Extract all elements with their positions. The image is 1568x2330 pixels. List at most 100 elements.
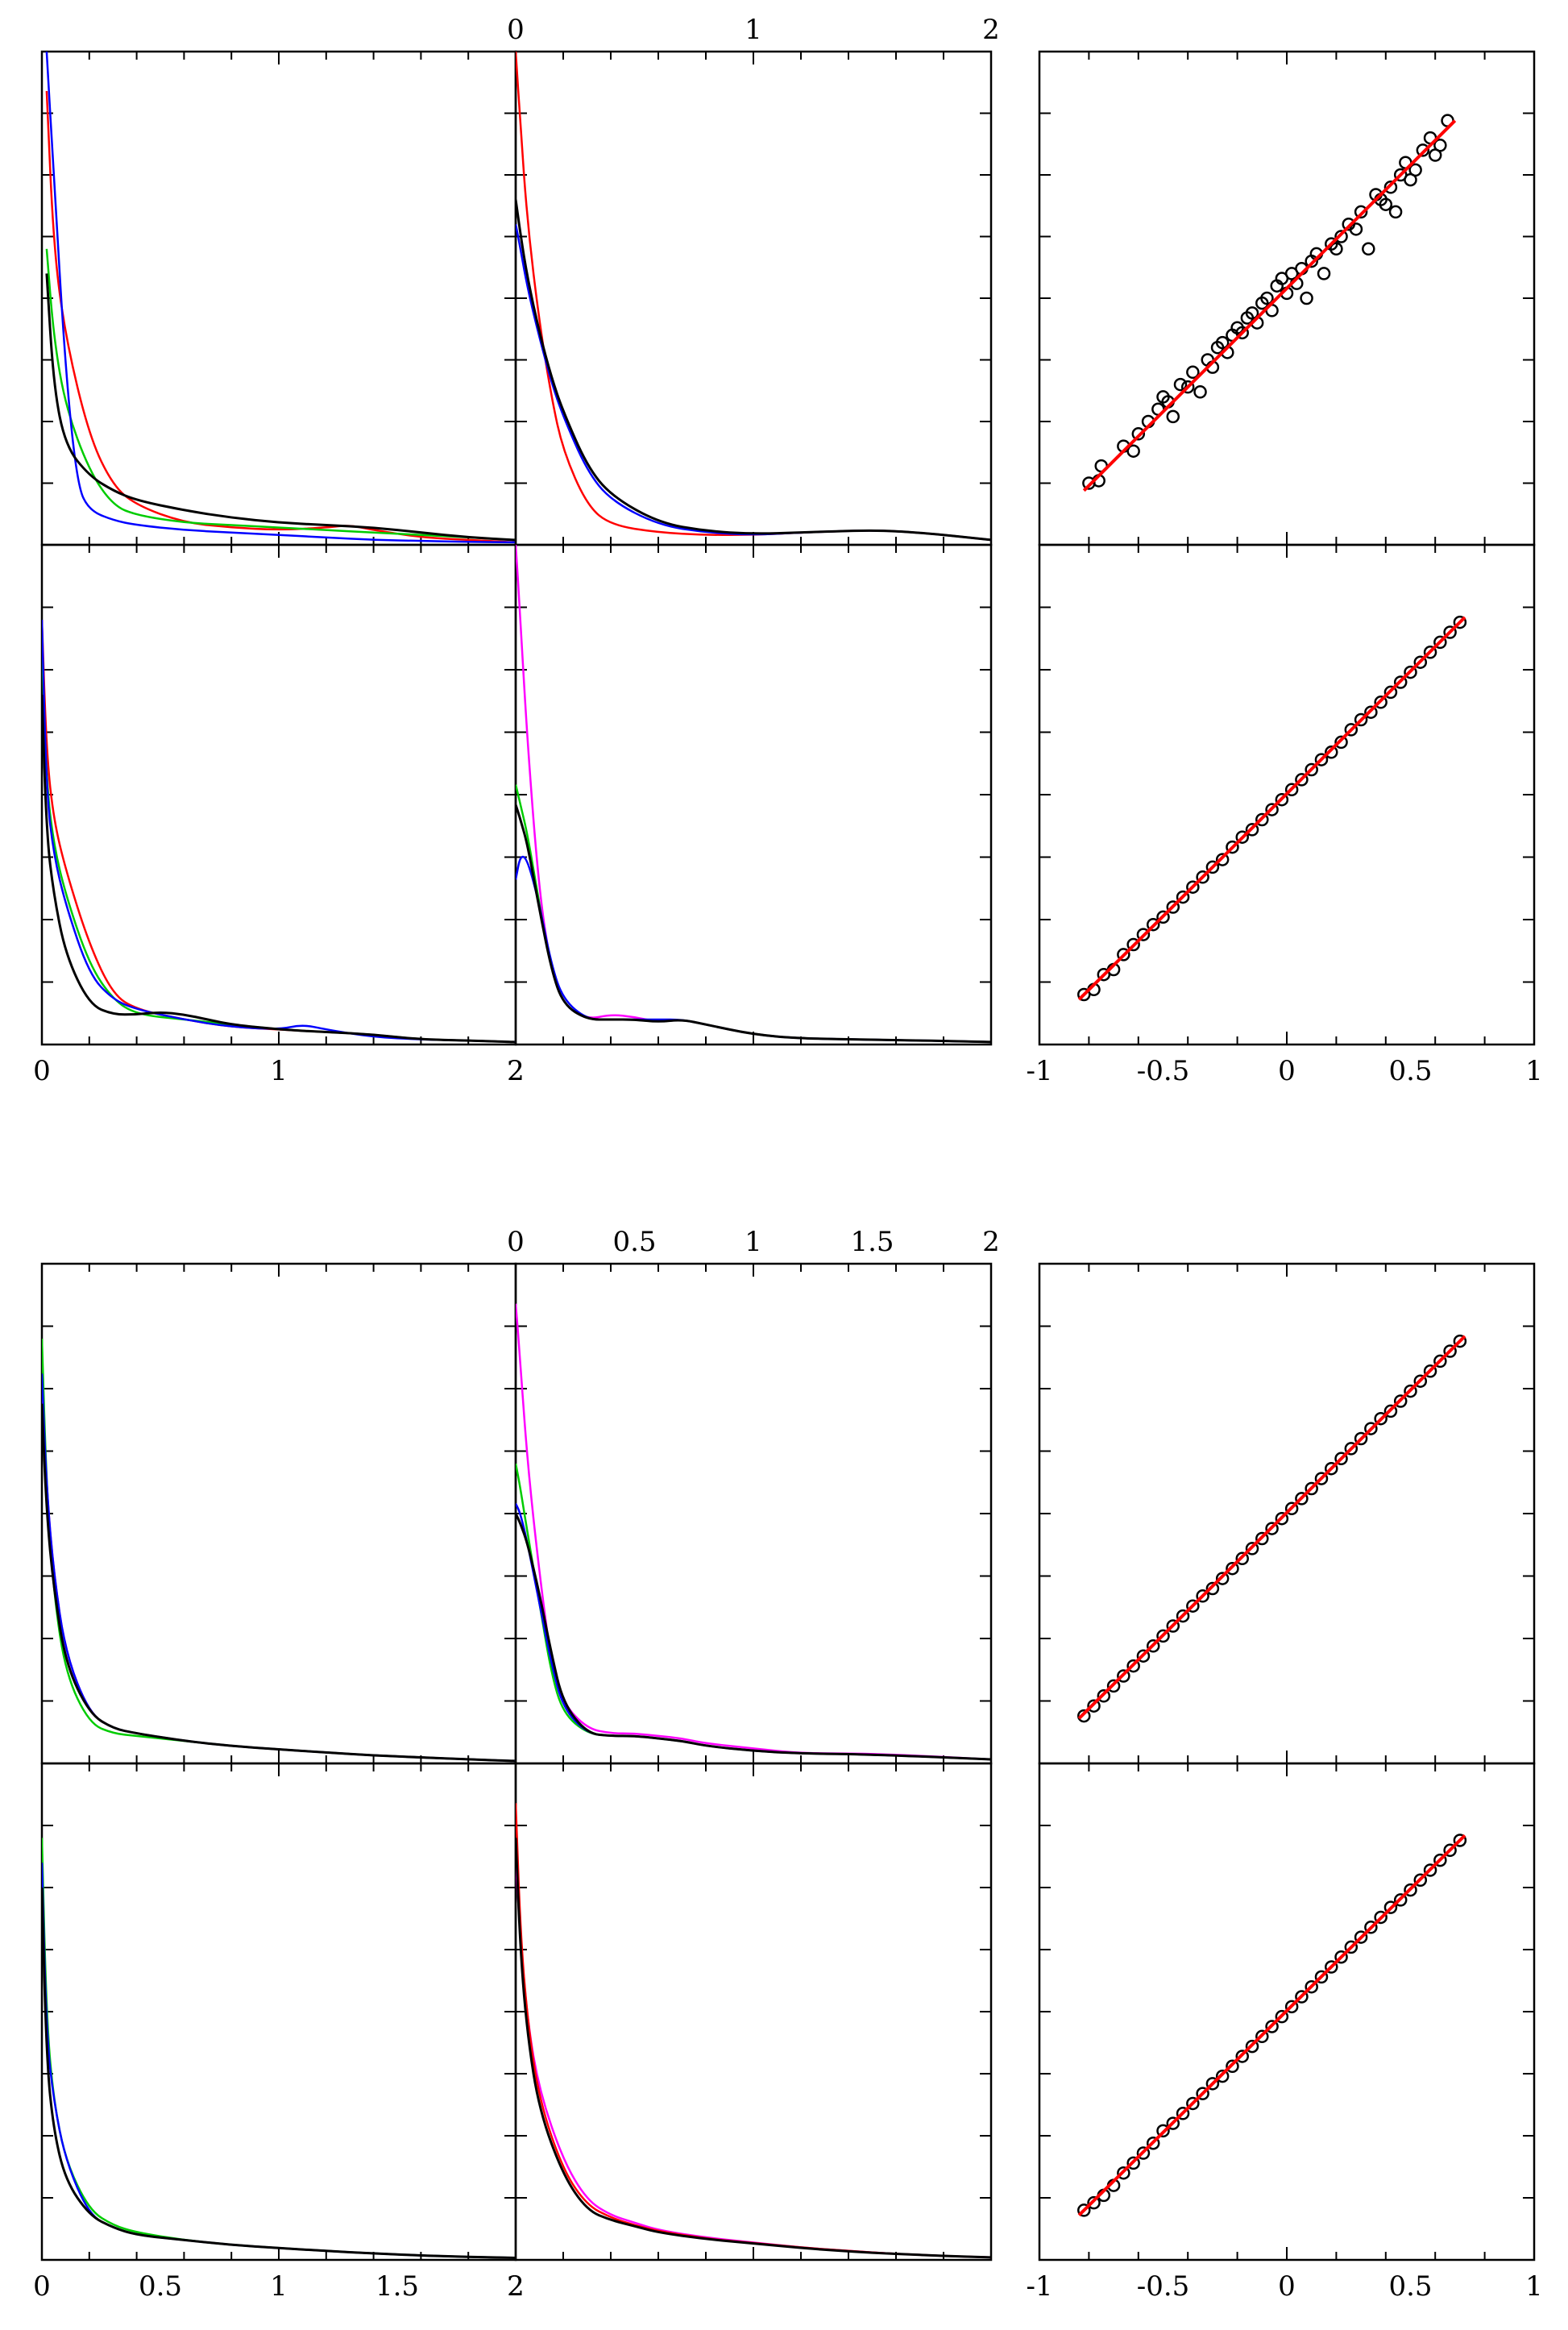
data-point bbox=[1364, 1422, 1378, 1435]
fit-line bbox=[1082, 119, 1457, 492]
x-tick-label: 0 bbox=[1278, 2270, 1296, 2303]
data-point bbox=[1176, 2107, 1190, 2120]
data-point bbox=[1295, 773, 1309, 787]
x-tick-label: 1.5 bbox=[375, 2270, 419, 2303]
data-point bbox=[1215, 1572, 1230, 1585]
data-point bbox=[1388, 205, 1403, 219]
panel-top-upper-middle: 0 1 2 bbox=[507, 14, 1000, 546]
series-line-black bbox=[42, 1887, 516, 2259]
x-tick-label: 2 bbox=[507, 2270, 525, 2303]
data-point bbox=[1404, 1883, 1417, 1897]
data-point bbox=[1186, 365, 1200, 380]
data-point bbox=[1205, 2077, 1220, 2091]
series-line-black bbox=[516, 1838, 991, 2259]
data-point bbox=[1136, 928, 1151, 941]
series-line-black bbox=[516, 1513, 991, 1761]
data-point bbox=[1265, 803, 1279, 816]
data-point bbox=[1362, 242, 1375, 256]
x-tick-label: -0.5 bbox=[1137, 1055, 1190, 1087]
data-point bbox=[1393, 1893, 1408, 1907]
data-point bbox=[1379, 197, 1393, 211]
data-point bbox=[1314, 1970, 1329, 1984]
data-point bbox=[1364, 705, 1378, 719]
data-point bbox=[1334, 230, 1348, 243]
data-point bbox=[1136, 2146, 1151, 2160]
panel-top-lower-left: 0 1 2 bbox=[33, 543, 525, 1087]
data-point bbox=[1166, 900, 1180, 914]
data-point bbox=[1354, 205, 1368, 219]
data-point bbox=[1354, 712, 1368, 727]
data-point bbox=[1408, 163, 1422, 177]
data-point bbox=[1245, 1542, 1259, 1555]
panel-bottom-upper-middle: 0 0.5 1 1.5 2 bbox=[507, 1226, 1000, 1765]
data-point bbox=[1275, 792, 1289, 807]
data-point bbox=[1413, 1374, 1428, 1388]
data-point bbox=[1374, 1910, 1388, 1925]
data-point bbox=[1205, 1581, 1220, 1596]
series-line-green bbox=[45, 248, 516, 542]
data-point bbox=[1215, 853, 1230, 866]
data-point bbox=[1383, 685, 1398, 700]
data-point bbox=[1416, 143, 1430, 157]
x-tick-label: 2 bbox=[507, 1055, 525, 1087]
data-point bbox=[1117, 948, 1130, 961]
data-point bbox=[1205, 860, 1220, 874]
x-tick-label: 2 bbox=[507, 1055, 525, 1087]
data-point bbox=[1180, 380, 1195, 394]
data-point bbox=[1255, 1531, 1269, 1546]
data-point bbox=[1334, 735, 1348, 750]
data-point bbox=[1443, 1843, 1457, 1858]
x-tick-label: -1 bbox=[1026, 1055, 1052, 1087]
x-tick-label: 2 bbox=[982, 1226, 1000, 1258]
data-point bbox=[1305, 762, 1318, 777]
data-point bbox=[1117, 2166, 1130, 2180]
data-point bbox=[1126, 937, 1140, 952]
data-point bbox=[1186, 2096, 1200, 2111]
data-point bbox=[1325, 1461, 1338, 1476]
data-point bbox=[1383, 181, 1398, 194]
data-point bbox=[1344, 723, 1359, 737]
data-point bbox=[1176, 1609, 1190, 1623]
fit-line bbox=[1077, 1834, 1466, 2216]
data-point bbox=[1413, 1873, 1428, 1888]
data-point bbox=[1443, 1344, 1457, 1358]
data-point bbox=[1136, 1649, 1151, 1663]
data-point bbox=[1453, 1334, 1467, 1348]
data-point bbox=[1404, 665, 1417, 679]
x-tick-label: 1 bbox=[745, 14, 762, 46]
data-point bbox=[1433, 635, 1447, 650]
data-point bbox=[1087, 2195, 1101, 2210]
data-point bbox=[1166, 1619, 1180, 1633]
data-point bbox=[1275, 1511, 1289, 1526]
series-line-blue bbox=[45, 52, 516, 544]
series-line-red bbox=[45, 90, 516, 544]
data-point bbox=[1344, 1940, 1359, 1954]
data-point bbox=[1235, 2050, 1249, 2063]
data-point bbox=[1126, 2156, 1140, 2170]
data-point bbox=[1226, 2059, 1239, 2074]
data-point bbox=[1087, 1699, 1101, 1713]
data-point bbox=[1443, 625, 1457, 639]
data-point bbox=[1334, 1950, 1348, 1964]
x-tick-label: 0.5 bbox=[1388, 2270, 1432, 2303]
data-point bbox=[1156, 1629, 1170, 1643]
x-tick-label: 0 bbox=[1278, 1055, 1296, 1087]
data-point bbox=[1354, 1930, 1368, 1944]
data-point bbox=[1314, 1472, 1329, 1485]
x-tick-label: 0 bbox=[507, 14, 525, 46]
panel-bottom-lower-right: -1 -0.5 0 0.5 1 bbox=[1026, 1762, 1543, 2303]
x-tick-label: 0 bbox=[33, 2270, 51, 2303]
data-point bbox=[1404, 1384, 1417, 1398]
data-point bbox=[1317, 267, 1331, 280]
data-point bbox=[1364, 1921, 1378, 1934]
x-tick-label: 1.5 bbox=[850, 1226, 894, 1258]
panel-bottom-lower-middle: 2 bbox=[507, 1762, 993, 2303]
data-point bbox=[1423, 1863, 1437, 1877]
data-point bbox=[1433, 1354, 1447, 1369]
data-point bbox=[1193, 385, 1207, 399]
data-point bbox=[1106, 1679, 1121, 1693]
data-point bbox=[1255, 812, 1269, 827]
data-point bbox=[1166, 409, 1180, 424]
